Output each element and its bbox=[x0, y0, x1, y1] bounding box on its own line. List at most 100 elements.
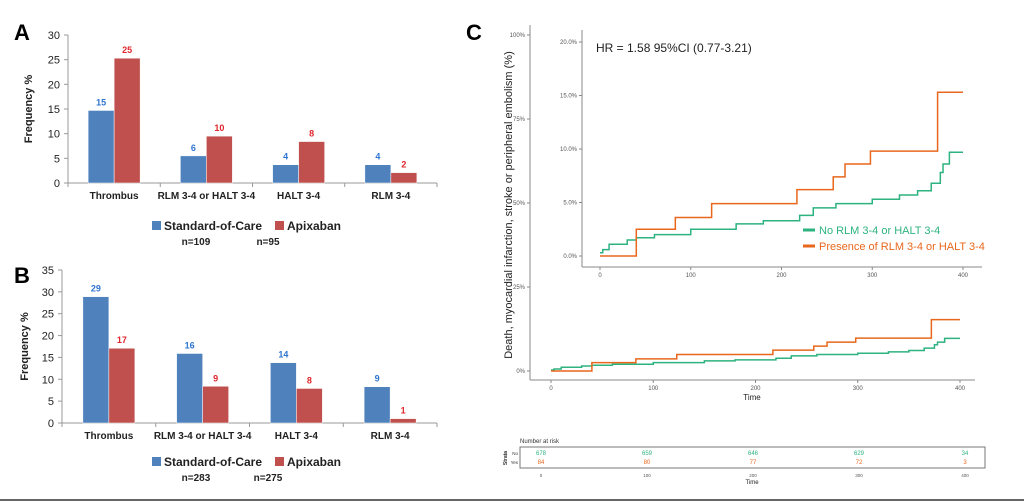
x-tick-label: 100 bbox=[648, 386, 659, 392]
y-axis-label: Frequency % bbox=[23, 75, 35, 144]
risk-table-title: Number at risk bbox=[520, 439, 560, 445]
inset-y-tick-label: 20.0% bbox=[560, 40, 578, 46]
y-tick-label: 30 bbox=[48, 30, 60, 42]
risk-count: 646 bbox=[748, 451, 759, 457]
risk-count: 84 bbox=[538, 460, 545, 466]
y-tick-label: 35 bbox=[42, 265, 54, 277]
y-axis-label: Frequency % bbox=[19, 312, 31, 381]
bar-standard-of-care bbox=[364, 164, 392, 184]
y-tick-label: 25 bbox=[48, 55, 60, 67]
km-curve-main-presence bbox=[551, 318, 960, 372]
inset-y-tick-label: 15.0% bbox=[560, 94, 578, 100]
inset-x-tick-label: 300 bbox=[867, 273, 878, 279]
legend-label: Standard-of-Care bbox=[164, 219, 262, 233]
legend-label: Presence of RLM 3-4 or HALT 3-4 bbox=[819, 241, 985, 253]
y-tick-label: 10 bbox=[48, 129, 60, 141]
bar-apixaban bbox=[389, 418, 417, 424]
x-tick-label: 0 bbox=[549, 386, 553, 392]
bar-standard-of-care bbox=[270, 362, 297, 424]
y-tick-label: 0% bbox=[516, 369, 525, 375]
x-tick-label: RLM 3-4 or HALT 3-4 bbox=[158, 191, 256, 202]
y-tick-label: 15 bbox=[48, 104, 60, 116]
bar-standard-of-care bbox=[176, 353, 203, 424]
x-tick-label: HALT 3-4 bbox=[275, 431, 319, 442]
risk-x-tick-label: 300 bbox=[855, 473, 863, 478]
y-tick-label: 75% bbox=[513, 117, 526, 123]
data-label: 6 bbox=[191, 143, 196, 153]
km-curve-main-no bbox=[551, 337, 960, 371]
strata-label: Strata bbox=[503, 451, 509, 465]
data-label: 14 bbox=[278, 350, 288, 360]
risk-x-tick-label: 200 bbox=[749, 473, 757, 478]
y-tick-label: 100% bbox=[510, 33, 526, 39]
x-tick-label: 400 bbox=[955, 386, 966, 392]
inset-background bbox=[580, 30, 985, 268]
risk-row-label: Yes bbox=[511, 460, 519, 465]
bar-standard-of-care bbox=[87, 110, 115, 184]
chart-b: 0 5 10 15 20 25 30 35 Thrombus 29 17 RLM 3-4 or HAL… bbox=[19, 265, 438, 484]
risk-count: 72 bbox=[856, 460, 863, 466]
risk-x-axis-label: Time bbox=[745, 480, 759, 486]
x-tick-label: RLM 3-4 or HALT 3-4 bbox=[154, 431, 252, 442]
risk-count: 678 bbox=[536, 451, 547, 457]
y-tick-label: 5 bbox=[54, 153, 60, 165]
data-label: 9 bbox=[213, 373, 218, 383]
inset-y-tick-label: 0.0% bbox=[563, 254, 577, 260]
data-label: 8 bbox=[307, 375, 312, 385]
legend-label: Apixaban bbox=[287, 219, 341, 233]
inset-y-tick-label: 5.0% bbox=[563, 201, 577, 207]
panel-label-a: A bbox=[14, 20, 30, 45]
risk-count: 3 bbox=[963, 460, 967, 466]
x-tick-label: RLM 3-4 bbox=[371, 191, 410, 202]
bar-apixaban bbox=[206, 135, 233, 184]
bar-apixaban bbox=[298, 141, 325, 184]
bar-standard-of-care bbox=[363, 386, 391, 424]
data-label: 8 bbox=[309, 129, 314, 139]
panel-label-b: B bbox=[14, 263, 30, 288]
chart-a: 0 5 10 15 20 25 30 Thrombus 15 25 RLM 3-4 or HALT … bbox=[23, 30, 438, 248]
data-label: 25 bbox=[122, 45, 132, 55]
risk-x-tick-label: 400 bbox=[961, 473, 969, 478]
n-label: n=283 bbox=[182, 473, 211, 484]
n-label: n=95 bbox=[256, 237, 280, 248]
legend-label: Standard-of-Care bbox=[164, 455, 262, 469]
x-tick-label: 200 bbox=[750, 386, 761, 392]
data-label: 1 bbox=[401, 406, 406, 416]
legend-swatch-apixaban bbox=[275, 221, 284, 230]
bar-standard-of-care bbox=[82, 296, 110, 424]
km-curve-inset-no bbox=[600, 151, 963, 254]
panel-label-c: C bbox=[466, 20, 482, 45]
hr-annotation: HR = 1.58 95%CI (0.77-3.21) bbox=[596, 41, 752, 55]
data-label: 17 bbox=[117, 335, 127, 345]
x-tick-label: 300 bbox=[853, 386, 864, 392]
risk-x-tick-label: 0 bbox=[540, 473, 543, 478]
bar-apixaban bbox=[113, 57, 141, 184]
data-label: 4 bbox=[283, 152, 288, 162]
y-tick-label: 20 bbox=[42, 331, 54, 343]
bar-apixaban bbox=[202, 386, 229, 424]
y-tick-label: 0 bbox=[48, 418, 54, 430]
km-curve-inset-presence bbox=[600, 91, 963, 257]
inset-x-tick-label: 200 bbox=[776, 273, 787, 279]
risk-count: 77 bbox=[750, 460, 757, 466]
y-tick-label: 10 bbox=[42, 374, 54, 386]
legend-swatch-standard-of-care bbox=[152, 221, 161, 230]
x-tick-label: Thrombus bbox=[90, 191, 139, 202]
risk-count: 80 bbox=[644, 460, 651, 466]
bar-apixaban bbox=[390, 172, 418, 184]
n-label: n=109 bbox=[182, 237, 211, 248]
risk-count: 34 bbox=[962, 451, 969, 457]
legend-swatch-standard-of-care bbox=[152, 457, 161, 466]
legend-label: Apixaban bbox=[287, 455, 341, 469]
bar-standard-of-care bbox=[180, 155, 207, 184]
legend-label: No RLM 3-4 or HALT 3-4 bbox=[819, 225, 940, 237]
inset-x-tick-label: 0 bbox=[598, 273, 602, 279]
y-tick-label: 5 bbox=[48, 396, 54, 408]
y-tick-label: 20 bbox=[48, 79, 60, 91]
y-tick-label: 15 bbox=[42, 352, 54, 364]
data-label: 4 bbox=[375, 152, 380, 162]
y-tick-label: 30 bbox=[42, 287, 54, 299]
